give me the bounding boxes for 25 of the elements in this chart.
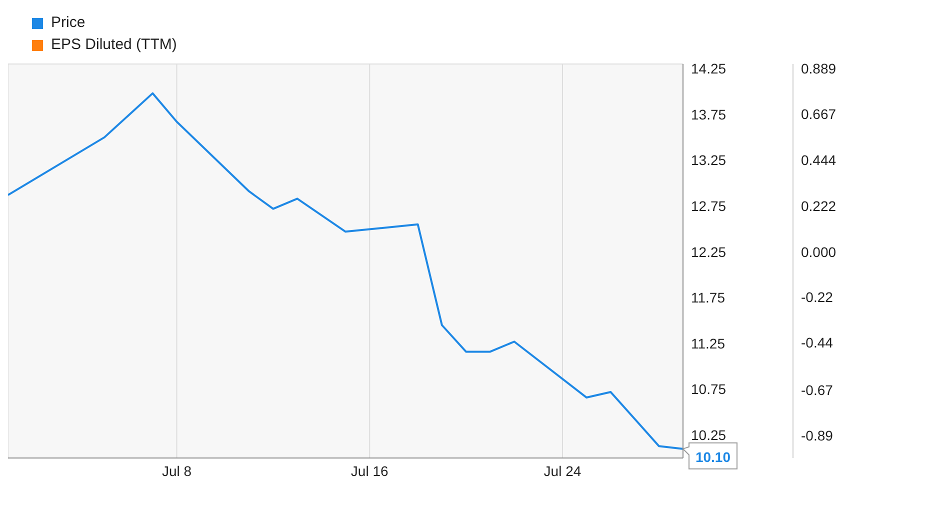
y2-tick-label: 0.667	[801, 106, 836, 122]
y-tick-label: 11.75	[691, 290, 726, 306]
y-tick-label: 11.25	[691, 335, 726, 352]
y2-tick-label: 0.889	[801, 60, 836, 76]
y2-tick-label: 0.222	[801, 198, 836, 214]
legend-label: Price	[51, 13, 86, 33]
y-tick-label: 12.25	[691, 244, 726, 260]
y2-tick-label: -0.44	[801, 334, 834, 351]
line-series	[8, 92, 683, 450]
x-tick-label: Jul 8	[162, 462, 192, 479]
y-tick-label: 10.75	[691, 381, 726, 398]
x-tick-label: Jul 16	[350, 462, 388, 479]
y2-tick-label: 0.000	[801, 244, 836, 260]
y2-tick-label: -0.67	[801, 382, 834, 398]
y-tick-label: 12.75	[691, 198, 726, 214]
y-tick-label: 10.25	[691, 427, 726, 444]
y-tick-label: 13.25	[691, 152, 726, 168]
y2-tick-label: -0.22	[801, 289, 834, 306]
y-tick-label: 14.25	[691, 60, 726, 77]
y-tick-label: 13.75	[691, 106, 726, 122]
y2-tick-label: 0.444	[801, 152, 836, 168]
legend-label: EPS Diluted (TTM)	[51, 35, 177, 55]
x-tick-label: Jul 24	[544, 462, 582, 479]
data-label: 10.10	[695, 448, 731, 465]
y2-tick-label: -0.89	[801, 427, 834, 444]
